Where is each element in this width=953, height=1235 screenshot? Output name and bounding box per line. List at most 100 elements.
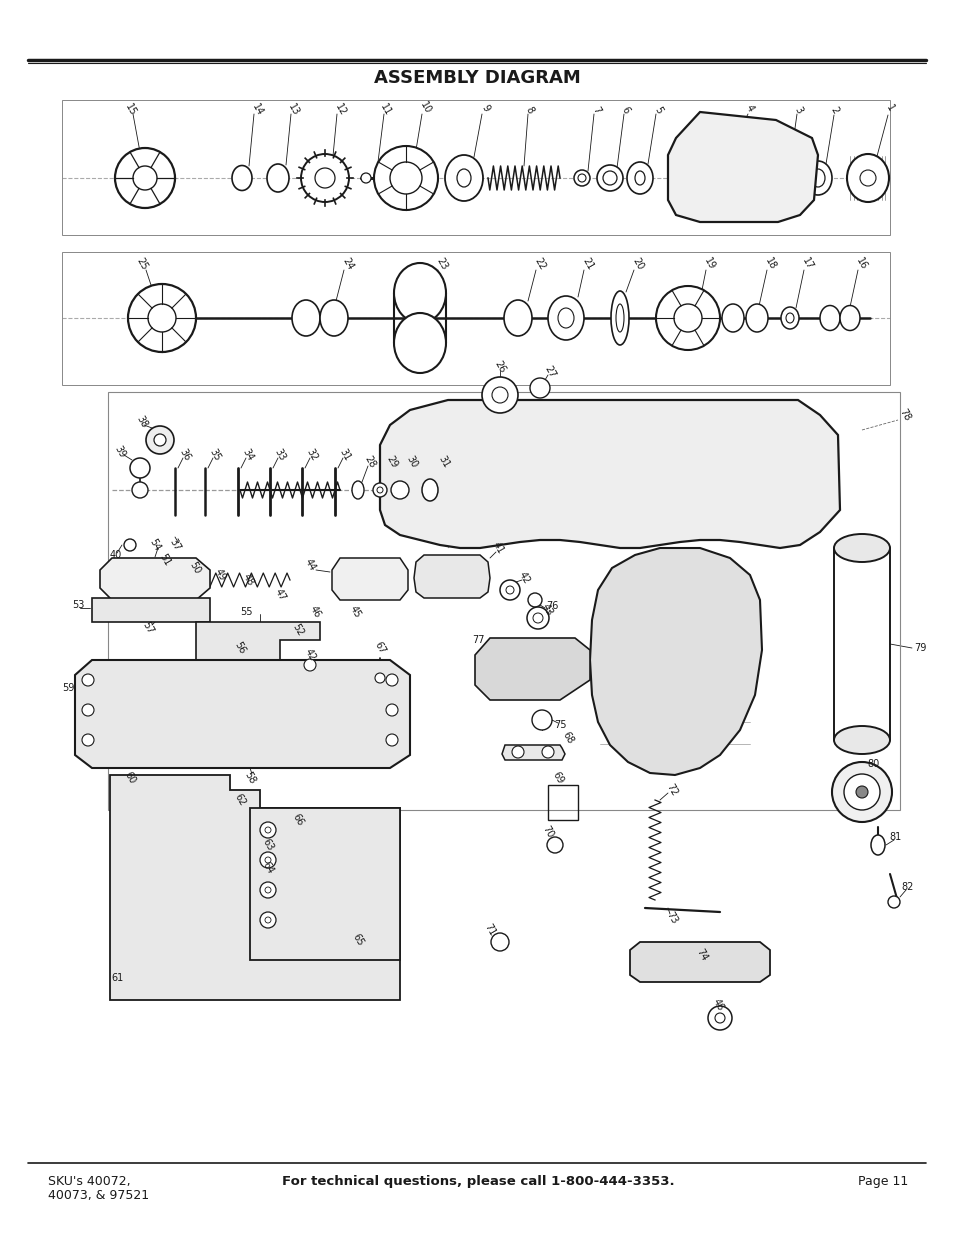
Circle shape (773, 174, 781, 182)
Ellipse shape (833, 726, 889, 755)
Ellipse shape (810, 169, 824, 186)
Text: 5: 5 (652, 105, 663, 115)
Circle shape (265, 918, 271, 923)
Text: 38: 38 (134, 414, 150, 430)
Text: Page 11: Page 11 (857, 1176, 907, 1188)
Polygon shape (195, 622, 319, 659)
Text: 1: 1 (883, 103, 895, 114)
Ellipse shape (820, 305, 840, 331)
Ellipse shape (635, 170, 644, 185)
Text: 9: 9 (479, 103, 492, 114)
Text: 13: 13 (286, 103, 301, 117)
Circle shape (541, 746, 554, 758)
Text: 78: 78 (897, 408, 911, 422)
Text: 77: 77 (471, 635, 484, 645)
Text: ASSEMBLY DIAGRAM: ASSEMBLY DIAGRAM (374, 69, 579, 86)
Text: 8: 8 (523, 105, 536, 115)
Text: 45: 45 (347, 604, 362, 620)
Text: 43: 43 (539, 603, 554, 618)
Ellipse shape (721, 304, 743, 332)
Circle shape (82, 734, 94, 746)
Text: 46: 46 (710, 997, 724, 1013)
Text: 66: 66 (291, 813, 305, 827)
Circle shape (82, 674, 94, 685)
Circle shape (574, 170, 589, 186)
Text: 58: 58 (242, 771, 257, 785)
Text: 2: 2 (827, 105, 839, 115)
Text: 71: 71 (482, 923, 497, 937)
Ellipse shape (456, 169, 471, 186)
Text: 29: 29 (384, 454, 399, 469)
Text: 75: 75 (553, 720, 566, 730)
Circle shape (887, 897, 899, 908)
Ellipse shape (267, 164, 289, 191)
Circle shape (527, 593, 541, 606)
Circle shape (260, 852, 275, 868)
Circle shape (512, 746, 523, 758)
Text: 40073, & 97521: 40073, & 97521 (48, 1189, 149, 1203)
Text: 54: 54 (148, 537, 162, 553)
Text: 82: 82 (901, 882, 913, 892)
Circle shape (124, 538, 136, 551)
Text: 63: 63 (260, 837, 275, 853)
Polygon shape (332, 558, 408, 600)
Ellipse shape (292, 300, 319, 336)
Circle shape (386, 704, 397, 716)
Text: 19: 19 (701, 256, 717, 272)
Ellipse shape (503, 300, 532, 336)
Text: 46: 46 (307, 604, 322, 620)
Text: 7: 7 (590, 105, 601, 115)
Circle shape (707, 1007, 731, 1030)
Ellipse shape (444, 156, 482, 201)
Text: 26: 26 (492, 359, 507, 375)
Text: 57: 57 (140, 620, 155, 636)
Text: 80: 80 (867, 760, 880, 769)
Text: 55: 55 (239, 606, 252, 618)
Text: 18: 18 (762, 256, 778, 272)
Text: 56: 56 (233, 640, 247, 656)
Text: 17: 17 (800, 256, 815, 272)
Circle shape (499, 580, 519, 600)
Polygon shape (100, 558, 210, 600)
Circle shape (153, 433, 166, 446)
Text: 25: 25 (134, 256, 150, 272)
Circle shape (301, 154, 349, 203)
Text: 53: 53 (71, 600, 84, 610)
Circle shape (481, 377, 517, 412)
Circle shape (386, 674, 397, 685)
Text: 31: 31 (337, 447, 352, 463)
Polygon shape (91, 598, 210, 622)
Circle shape (843, 774, 879, 810)
Text: 59: 59 (62, 683, 74, 693)
Circle shape (530, 378, 550, 398)
Circle shape (314, 168, 335, 188)
Text: 16: 16 (854, 256, 868, 272)
Circle shape (265, 857, 271, 863)
Text: 20: 20 (630, 256, 645, 272)
Ellipse shape (833, 534, 889, 562)
Circle shape (505, 585, 514, 594)
Text: 67: 67 (373, 640, 387, 656)
Text: 34: 34 (240, 447, 255, 463)
Polygon shape (667, 112, 817, 222)
Circle shape (714, 1013, 724, 1023)
Circle shape (656, 287, 720, 350)
Text: 44: 44 (302, 557, 317, 573)
Text: 24: 24 (340, 256, 355, 272)
Text: 47: 47 (273, 587, 287, 603)
Text: 39: 39 (112, 445, 128, 459)
Text: 49: 49 (213, 567, 227, 583)
Ellipse shape (232, 165, 252, 190)
Circle shape (390, 162, 421, 194)
Text: 23: 23 (435, 256, 449, 272)
Circle shape (602, 170, 617, 185)
Text: 10: 10 (418, 100, 433, 116)
Text: 51: 51 (157, 552, 172, 568)
Ellipse shape (840, 305, 859, 331)
Ellipse shape (421, 479, 437, 501)
Ellipse shape (394, 263, 446, 324)
Circle shape (260, 823, 275, 839)
Circle shape (673, 304, 701, 332)
Text: 79: 79 (913, 643, 925, 653)
Circle shape (132, 165, 157, 190)
